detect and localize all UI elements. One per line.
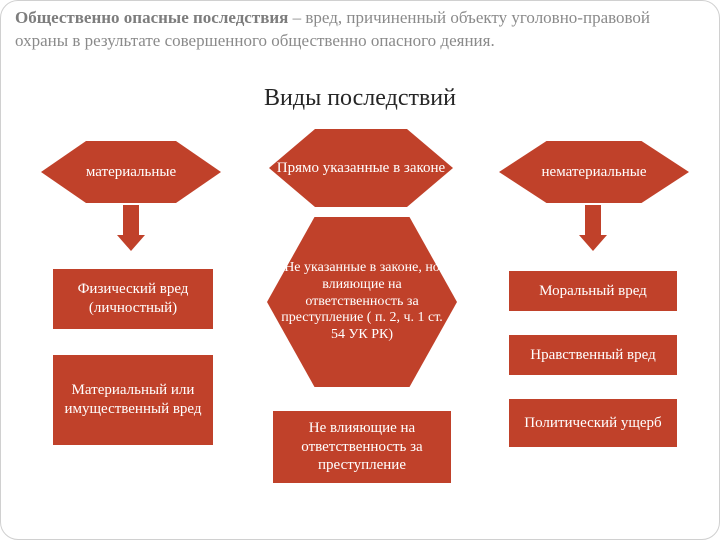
box-no-influence-label: Не влияющие на ответственность за престу… [281,419,443,475]
arrow-down-left [117,205,145,251]
hex-immaterial-label: нематериальные [536,163,653,181]
box-physical-harm-label: Физический вред (личностный) [61,280,205,318]
box-ethical-harm-label: Нравственный вред [530,346,655,365]
box-political-harm-label: Политический ущерб [524,414,661,433]
hex-material-label: материальные [80,163,182,181]
box-moral-harm-label: Моральный вред [539,282,647,301]
hex-direct-in-law: Прямо указанные в законе [269,129,453,207]
box-material-harm: Материальный или имущественный вред [53,355,213,445]
hex-material: материальные [41,141,221,203]
hex-not-in-law-affecting: Не указанные в законе, но влияющие на от… [267,217,457,387]
box-ethical-harm: Нравственный вред [509,335,677,375]
diagram-title: Виды последствий [1,85,719,112]
box-no-influence: Не влияющие на ответственность за престу… [273,411,451,483]
box-physical-harm: Физический вред (личностный) [53,269,213,329]
box-material-harm-label: Материальный или имущественный вред [61,381,205,419]
box-moral-harm: Моральный вред [509,271,677,311]
hex-immaterial: нематериальные [499,141,689,203]
hex-not-in-law-affecting-label: Не указанные в законе, но влияющие на от… [267,260,457,344]
box-political-harm: Политический ущерб [509,399,677,447]
hex-direct-in-law-label: Прямо указанные в законе [271,159,451,177]
definition-paragraph: Общественно опасные последствия – вред, … [15,7,705,53]
arrow-down-right [579,205,607,251]
definition-term: Общественно опасные последствия [15,8,288,27]
